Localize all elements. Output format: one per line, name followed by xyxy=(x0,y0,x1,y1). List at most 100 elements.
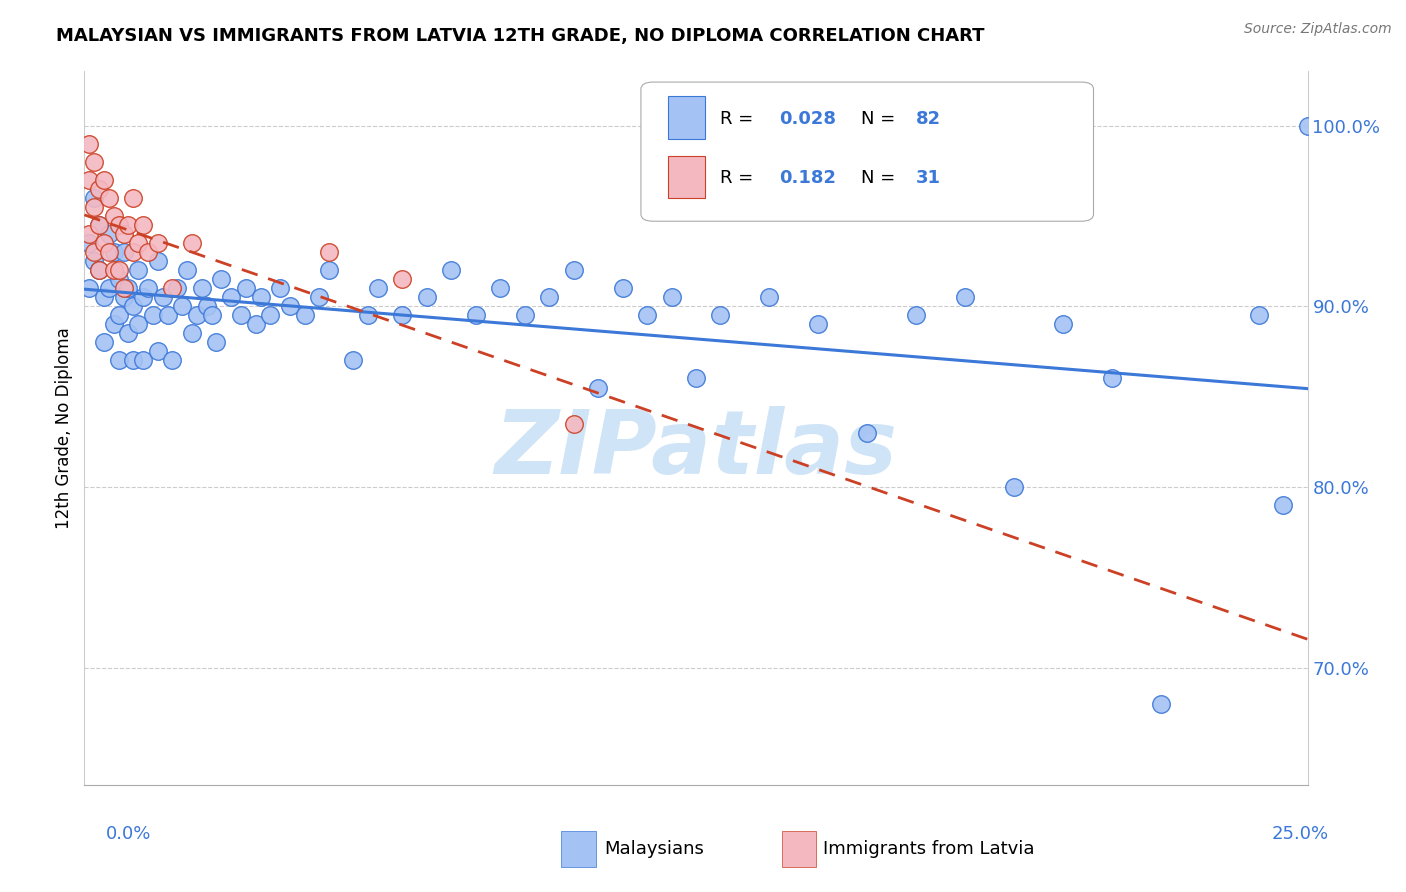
Point xyxy=(127,235,149,250)
Point xyxy=(1247,308,1270,322)
Point xyxy=(219,290,242,304)
Point xyxy=(464,308,486,322)
Point xyxy=(127,318,149,332)
Y-axis label: 12th Grade, No Diploma: 12th Grade, No Diploma xyxy=(55,327,73,529)
Point xyxy=(87,182,110,196)
Text: 31: 31 xyxy=(917,169,941,187)
Point xyxy=(186,308,208,322)
Point xyxy=(391,308,413,322)
Point xyxy=(440,263,463,277)
Point xyxy=(357,308,380,322)
Point xyxy=(176,263,198,277)
Point xyxy=(103,209,125,223)
Point xyxy=(318,245,340,260)
Point xyxy=(103,245,125,260)
Point xyxy=(245,318,267,332)
Point xyxy=(205,335,228,350)
Point xyxy=(107,353,129,368)
Point xyxy=(489,281,512,295)
Point xyxy=(416,290,439,304)
Point xyxy=(93,290,115,304)
Point xyxy=(142,308,165,322)
Point xyxy=(685,371,707,385)
Point xyxy=(112,245,135,260)
Point xyxy=(249,290,271,304)
Point xyxy=(269,281,291,295)
FancyBboxPatch shape xyxy=(668,155,704,198)
Point xyxy=(586,380,609,394)
FancyBboxPatch shape xyxy=(561,831,596,867)
Point xyxy=(83,154,105,169)
Point xyxy=(97,281,120,295)
Point xyxy=(127,263,149,277)
Point xyxy=(117,326,139,341)
Text: Source: ZipAtlas.com: Source: ZipAtlas.com xyxy=(1244,22,1392,37)
Text: N =: N = xyxy=(860,111,901,128)
Point xyxy=(87,263,110,277)
Point xyxy=(807,318,830,332)
Point xyxy=(83,200,105,214)
Point xyxy=(146,344,169,359)
Point xyxy=(758,290,780,304)
Point xyxy=(166,281,188,295)
Point xyxy=(122,299,145,313)
Point xyxy=(636,308,658,322)
FancyBboxPatch shape xyxy=(782,831,815,867)
Point xyxy=(83,191,105,205)
Point xyxy=(562,263,585,277)
Text: ZIPatlas: ZIPatlas xyxy=(495,406,897,493)
Point xyxy=(97,191,120,205)
Point xyxy=(172,299,194,313)
Point xyxy=(259,308,281,322)
Text: 82: 82 xyxy=(917,111,941,128)
Point xyxy=(294,308,316,322)
Text: 0.0%: 0.0% xyxy=(105,825,150,843)
Text: N =: N = xyxy=(860,169,901,187)
Point xyxy=(181,235,204,250)
Point xyxy=(93,235,115,250)
Point xyxy=(83,245,105,260)
Point xyxy=(97,245,120,260)
Point xyxy=(93,173,115,187)
Point xyxy=(122,245,145,260)
Point xyxy=(117,281,139,295)
Point xyxy=(612,281,634,295)
Point xyxy=(195,299,218,313)
Point xyxy=(146,235,169,250)
Point xyxy=(87,218,110,232)
Text: 25.0%: 25.0% xyxy=(1271,825,1329,843)
Point xyxy=(103,318,125,332)
Point xyxy=(117,218,139,232)
Point xyxy=(93,335,115,350)
Point xyxy=(146,254,169,268)
Point xyxy=(132,218,155,232)
Point xyxy=(308,290,330,304)
Point xyxy=(953,290,976,304)
Point xyxy=(1101,371,1123,385)
Point xyxy=(77,173,100,187)
Point xyxy=(107,308,129,322)
Point xyxy=(97,227,120,241)
Point xyxy=(905,308,928,322)
Point xyxy=(162,353,184,368)
Point xyxy=(122,191,145,205)
Point xyxy=(1272,498,1295,512)
Point xyxy=(162,281,184,295)
Point xyxy=(278,299,301,313)
Point xyxy=(235,281,257,295)
Point xyxy=(77,227,100,241)
Point xyxy=(562,417,585,431)
Point xyxy=(367,281,389,295)
Point xyxy=(77,281,100,295)
Point xyxy=(209,272,232,286)
Text: R =: R = xyxy=(720,111,759,128)
Point xyxy=(87,263,110,277)
Point xyxy=(181,326,204,341)
Point xyxy=(156,308,179,322)
Text: 0.182: 0.182 xyxy=(779,169,837,187)
Point xyxy=(513,308,536,322)
Point xyxy=(191,281,214,295)
Text: Malaysians: Malaysians xyxy=(605,840,704,858)
FancyBboxPatch shape xyxy=(641,82,1094,221)
Point xyxy=(709,308,731,322)
